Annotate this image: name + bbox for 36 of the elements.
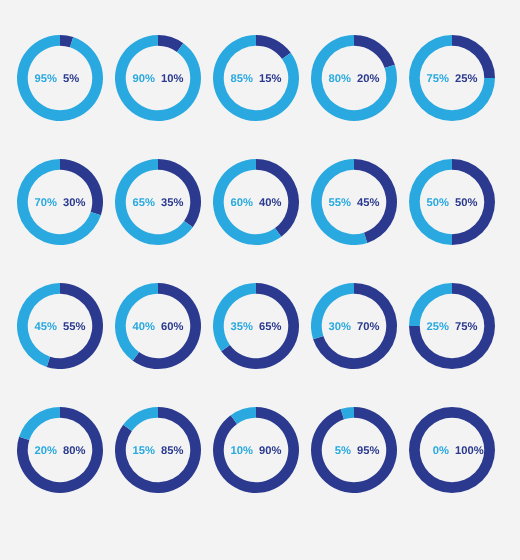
- donut-slice: [340, 407, 354, 420]
- donut-slice: [158, 35, 184, 52]
- donut-slice: [409, 159, 452, 245]
- donut-slice: [354, 159, 397, 243]
- donut-slice: [115, 407, 201, 493]
- donut-slice: [354, 35, 395, 69]
- donut-slice: [115, 159, 193, 245]
- donut-slice: [60, 159, 103, 216]
- donut-slice: [158, 159, 201, 228]
- donut-slice: [221, 283, 299, 369]
- donut-slice: [60, 35, 74, 48]
- donut-slice: [17, 35, 103, 121]
- donut-slice: [313, 283, 397, 369]
- donut-slice: [115, 283, 158, 361]
- donut-slice: [213, 159, 282, 245]
- donut-slice: [213, 35, 299, 121]
- donut-slice: [19, 407, 60, 441]
- donut-slice: [452, 159, 495, 245]
- donut-slice: [409, 283, 452, 326]
- donut-slice: [213, 407, 299, 493]
- donut-slice: [452, 35, 495, 78]
- donut-slice: [256, 159, 299, 237]
- donut-slice: [230, 407, 256, 424]
- donut-slice: [115, 35, 201, 121]
- donut-slice: [213, 283, 256, 352]
- donut-slice: [123, 407, 158, 432]
- donut-slice: [311, 283, 354, 340]
- donut-slice: [17, 159, 101, 245]
- donut-slice: [17, 407, 103, 493]
- donut-slice: [409, 283, 495, 369]
- donut-slice: [132, 283, 201, 369]
- donut-slice: [311, 407, 397, 493]
- donut-slice: [17, 283, 60, 367]
- donut-slice: [311, 35, 397, 121]
- donut-slice: [256, 35, 291, 60]
- donut-slice: [409, 35, 495, 121]
